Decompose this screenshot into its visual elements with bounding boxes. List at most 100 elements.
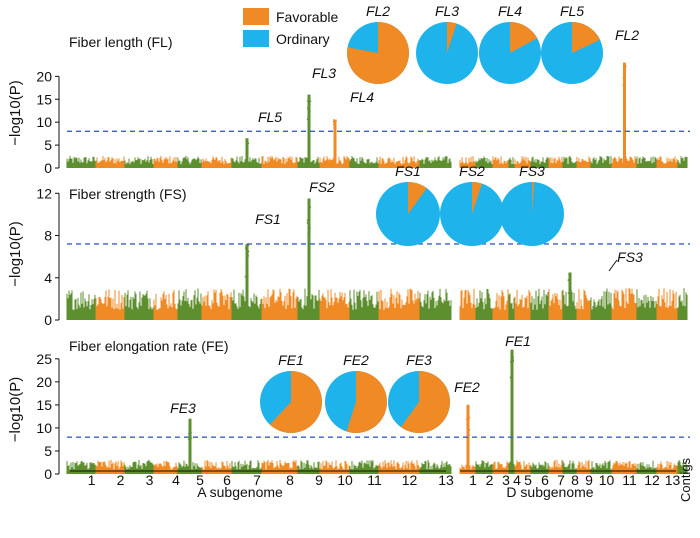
peak-point [333,131,336,133]
chromosome-band-a11 [349,289,379,320]
d-chromosome-3: 3 [502,472,510,488]
x-axis: 1 2 3 4 5 6 7 8 9 10 11 12 13 1 2 3 4 5 6 7 8 9 10 11 12 13 [70,470,681,488]
pie-label: FL2 [366,3,390,19]
peak-point [306,219,309,222]
chromosome-band-a12 [378,288,420,320]
pie-fe3: FE3 [388,352,451,434]
peak-point [509,360,512,363]
peak-point [245,138,248,141]
a-chromosome-6: 6 [223,472,231,488]
chromosome-band-a4 [153,460,178,474]
peak-label-fe1: FE1 [505,333,531,349]
peak-point [510,398,513,401]
peak-point [187,438,190,441]
peak-point [246,246,249,249]
a-chromosome-2: 2 [117,472,125,488]
peak-point [569,289,572,292]
d-chromosome-1: 1 [469,472,477,488]
y-tick-label: 20 [36,68,52,84]
chromosome-band-a6 [201,156,232,168]
a-chromosome-13: 13 [438,472,454,488]
a-chromosome-11: 11 [367,472,382,488]
chromosome-band-d10 [590,156,612,168]
chromosome-band-d12 [636,289,657,320]
y-tick-label: 8 [44,228,52,244]
d-chromosome-13: 13 [665,472,681,488]
pie-label: FL5 [560,3,584,19]
peak-point [465,418,468,421]
pie-fe1: FE1 [260,352,323,433]
d-chromosome-12: 12 [644,472,660,488]
peak-point [190,437,192,440]
chromosome-band-d7 [548,156,563,168]
peak-point [246,250,249,253]
d-chromosome-9: 9 [585,472,593,488]
peak-label-fe3: FE3 [170,400,196,416]
y-tick-label: 10 [36,114,52,130]
peak-point [510,356,513,358]
peak-point [623,91,626,94]
chromosome-band-d11 [611,288,637,320]
peak-point [308,228,311,231]
peak-point [245,141,248,144]
peak-point [306,118,309,121]
chromosome-band-d13 [656,156,678,168]
chromosome-band-a8 [261,156,298,168]
peak-point [308,249,311,252]
chromosome-band-a13 [419,288,452,320]
peak-point [308,110,311,113]
chromosome-band-d9 [576,289,591,320]
peak-point [335,119,337,122]
peak-point [244,275,247,278]
peak-label-fs3: FS3 [617,249,643,265]
peak-point [623,85,626,88]
peak-point [307,125,310,128]
d-chromosome-4: 4 [513,472,521,488]
peak-point [467,415,470,418]
peak-label-fs1: FS1 [255,211,281,227]
chromosome-band-d13 [656,288,678,320]
axes: 0 5 10 15 20 −log10(P) 0 4 8 12 −log10(P) 0 5 10 15 20 2… [7,68,690,482]
pie-label: FE1 [278,352,304,368]
chromosome-band-a5 [177,155,202,168]
pie-label: FL4 [498,3,522,19]
pie-favorable-slice [408,182,427,214]
a-subgenome-label: A subgenome [197,484,283,500]
a-chromosome-1: 1 [88,472,96,488]
peak-point [306,107,309,110]
pie-fs2: FS2 [440,163,504,246]
chromosome-band-a4 [153,289,178,320]
peak-label-fe2: FE2 [454,379,480,395]
chromosome-band-a2 [95,289,125,320]
peak-point [568,273,571,276]
contigs-label: Contigs [678,457,693,502]
peak-label-fl3: FL3 [312,65,336,81]
d-chromosome-10: 10 [599,472,615,488]
peak-point [623,89,626,91]
peak-point [466,411,469,414]
d-chromosome-5: 5 [524,472,532,488]
d-chromosome-11: 11 [622,472,637,488]
pie-favorable-slice [269,371,323,433]
chromosome-band-d3 [492,156,509,168]
peak-point [509,376,512,379]
peak-point [468,434,470,437]
peak-point [308,107,311,110]
peak-point [622,77,625,79]
y-tick-label: 20 [36,374,52,390]
peak-point [567,279,570,281]
chromosome-band-a1 [66,290,96,320]
peak-point [189,435,192,438]
chromosome-band-a1 [66,155,96,168]
legend-label-favorable: Favorable [276,9,338,25]
peak-point [510,381,513,384]
peak-point [247,244,250,247]
y-tick-label: 5 [44,443,52,459]
chromosome-band-d1 [459,156,476,168]
peak-point [332,120,335,123]
pie-favorable-slice [472,182,482,214]
chromosome-band-d6 [530,288,549,320]
chromosome-band-d6 [530,156,549,168]
peak-point [512,356,515,359]
legend-label-ordinary: Ordinary [276,31,330,47]
